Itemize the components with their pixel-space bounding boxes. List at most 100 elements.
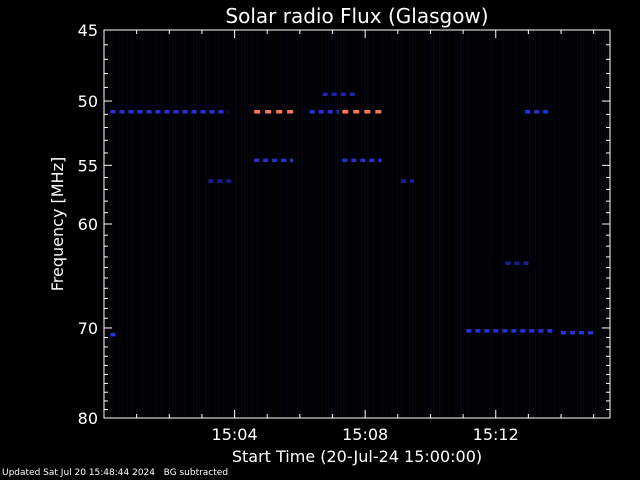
background-streak <box>172 31 174 417</box>
background-streak <box>352 31 354 417</box>
background-streak <box>547 31 549 417</box>
background-streak <box>475 31 477 417</box>
plot-area <box>106 31 609 417</box>
background-streak <box>376 31 378 417</box>
background-streak <box>406 31 408 417</box>
background-streak <box>454 31 456 417</box>
background-streak <box>373 31 375 417</box>
background-streak <box>160 31 162 417</box>
background-streak <box>112 31 114 417</box>
background-streak <box>280 31 282 417</box>
background-streak <box>286 31 288 417</box>
background-streak <box>433 31 435 417</box>
background-streak <box>445 31 447 417</box>
background-streak <box>412 31 414 417</box>
background-streak <box>517 31 519 417</box>
background-streak <box>586 31 588 417</box>
background-streak <box>301 31 303 417</box>
background-streak <box>595 31 597 417</box>
background-streak <box>508 31 510 417</box>
x-axis-label: Start Time (20-Jul-24 15:00:00) <box>232 447 482 466</box>
background-streak <box>274 31 276 417</box>
background-streak <box>241 31 243 417</box>
background-streak <box>382 31 384 417</box>
background-streak <box>427 31 429 417</box>
background-streak <box>310 31 312 417</box>
background-streak <box>466 31 468 417</box>
y-tick-label: 55 <box>78 156 98 175</box>
background-streak <box>130 31 132 417</box>
background-streak <box>196 31 198 417</box>
background-streak <box>409 31 411 417</box>
background-streak <box>349 31 351 417</box>
background-streak <box>559 31 561 417</box>
background-streak <box>532 31 534 417</box>
background-streak <box>145 31 147 417</box>
background-streak <box>418 31 420 417</box>
background-streak <box>334 31 336 417</box>
background-streak <box>121 31 123 417</box>
background-streak <box>355 31 357 417</box>
background-streak <box>148 31 150 417</box>
background-streak <box>157 31 159 417</box>
footer-status: Updated Sat Jul 20 15:48:44 2024 BG subt… <box>2 468 228 478</box>
background-streak <box>175 31 177 417</box>
background-streak <box>514 31 516 417</box>
background-streak <box>553 31 555 417</box>
background-streak <box>235 31 237 417</box>
background-streak <box>115 31 117 417</box>
background-streak <box>430 31 432 417</box>
background-streak <box>193 31 195 417</box>
y-axis-label: Frequency [MHz] <box>48 157 67 291</box>
background-streak <box>496 31 498 417</box>
background-streak <box>127 31 129 417</box>
background-streak <box>178 31 180 417</box>
x-tick-label: 15:04 <box>212 425 258 444</box>
background-streak <box>361 31 363 417</box>
background-streak <box>436 31 438 417</box>
x-tick-label: 15:08 <box>342 425 388 444</box>
background-streak <box>124 31 126 417</box>
background-streak <box>232 31 234 417</box>
background-streak <box>580 31 582 417</box>
background-streak <box>277 31 279 417</box>
background-streak <box>481 31 483 417</box>
background-streak <box>313 31 315 417</box>
background-streak <box>184 31 186 417</box>
background-streak <box>247 31 249 417</box>
background-streak <box>292 31 294 417</box>
background-streak <box>400 31 402 417</box>
background-streak <box>136 31 138 417</box>
background-streak <box>385 31 387 417</box>
background-streak <box>295 31 297 417</box>
background-streak <box>511 31 513 417</box>
background-streak <box>163 31 165 417</box>
footer-note: BG subtracted <box>163 468 229 478</box>
background-streak <box>364 31 366 417</box>
background-streak <box>583 31 585 417</box>
background-streak <box>562 31 564 417</box>
background-streak <box>253 31 255 417</box>
y-tick-label: 70 <box>78 319 98 338</box>
background-streak <box>523 31 525 417</box>
background-streak <box>133 31 135 417</box>
background-streak <box>322 31 324 417</box>
background-streak <box>169 31 171 417</box>
background-streak <box>403 31 405 417</box>
background-streak <box>460 31 462 417</box>
background-streak <box>214 31 216 417</box>
background-streak <box>535 31 537 417</box>
background-streak <box>205 31 207 417</box>
background-streak <box>154 31 156 417</box>
background-streak <box>541 31 543 417</box>
background-streak <box>598 31 600 417</box>
background-streak <box>391 31 393 417</box>
y-tick-label: 50 <box>78 92 98 111</box>
background-streak <box>529 31 531 417</box>
background-streak <box>490 31 492 417</box>
background-streak <box>421 31 423 417</box>
chart-title: Solar radio Flux (Glasgow) <box>225 4 488 28</box>
background-streak <box>472 31 474 417</box>
background-streak <box>601 31 603 417</box>
